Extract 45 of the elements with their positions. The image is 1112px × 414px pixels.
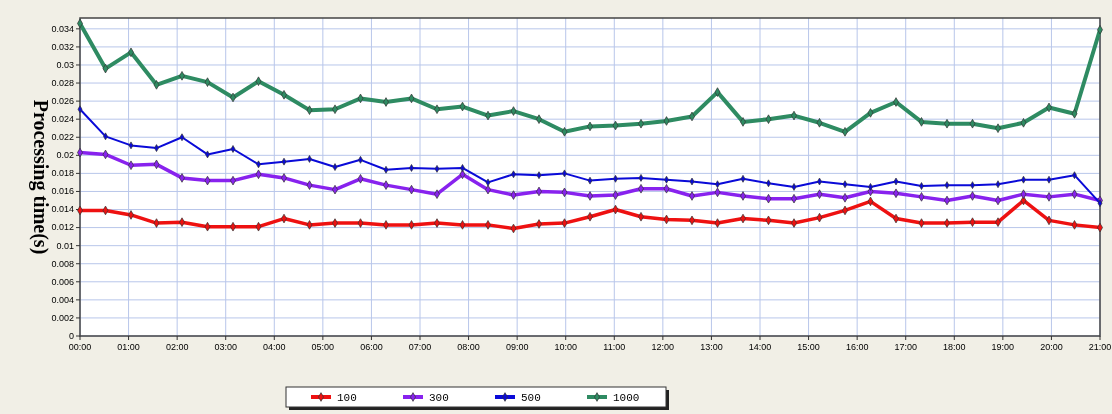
y-tick-label: 0.002: [51, 312, 74, 323]
x-tick-label: 07:00: [408, 342, 432, 352]
x-tick-label: 20:00: [1040, 342, 1063, 352]
y-tick-label: 0.006: [51, 276, 74, 287]
x-tick-label: 11:00: [603, 342, 626, 352]
x-tick-label: 19:00: [991, 342, 1015, 352]
x-tick-label: 16:00: [845, 342, 869, 352]
x-tick-label: 18:00: [943, 342, 966, 352]
y-tick-label: 0.012: [51, 222, 74, 233]
x-tick-label: 02:00: [165, 342, 189, 352]
x-tick-label: 05:00: [311, 342, 335, 352]
x-tick-label: 08:00: [457, 342, 480, 352]
y-tick-label: 0.034: [51, 23, 74, 34]
y-tick-label: 0.03: [56, 59, 74, 70]
legend-label: 100: [337, 391, 357, 404]
y-tick-label: 0.01: [56, 240, 74, 251]
x-tick-label: 21:00: [1088, 342, 1112, 352]
y-tick-label: 0.014: [51, 204, 74, 215]
y-tick-label: 0.02: [56, 150, 74, 161]
x-tick-label: 15:00: [797, 342, 820, 352]
x-tick-label: 10:00: [554, 342, 577, 352]
x-tick-label: 06:00: [360, 342, 383, 352]
y-tick-label: 0: [68, 330, 74, 341]
x-tick-label: 14:00: [748, 342, 772, 352]
y-axis-title: Processing time(s): [29, 99, 52, 255]
y-tick-label: 0.028: [51, 77, 74, 88]
y-tick-label: 0.024: [51, 114, 74, 125]
legend-label: 1000: [613, 391, 640, 404]
y-tick-label: 0.004: [51, 294, 74, 305]
x-tick-label: 09:00: [505, 342, 529, 352]
legend-label: 500: [521, 391, 541, 404]
y-tick-label: 0.016: [51, 186, 74, 197]
x-tick-label: 04:00: [263, 342, 286, 352]
x-tick-label: 01:00: [117, 342, 140, 352]
x-tick-label: 00:00: [68, 342, 92, 352]
x-tick-label: 13:00: [700, 342, 723, 352]
y-tick-label: 0.026: [51, 95, 74, 106]
legend-label: 300: [429, 391, 449, 404]
x-tick-label: 17:00: [894, 342, 917, 352]
y-tick-label: 0.008: [51, 258, 74, 269]
y-tick-label: 0.032: [51, 41, 74, 52]
x-tick-label: 03:00: [214, 342, 237, 352]
x-tick-label: 12:00: [651, 342, 675, 352]
y-tick-label: 0.022: [51, 132, 74, 143]
y-tick-label: 0.018: [51, 168, 74, 179]
